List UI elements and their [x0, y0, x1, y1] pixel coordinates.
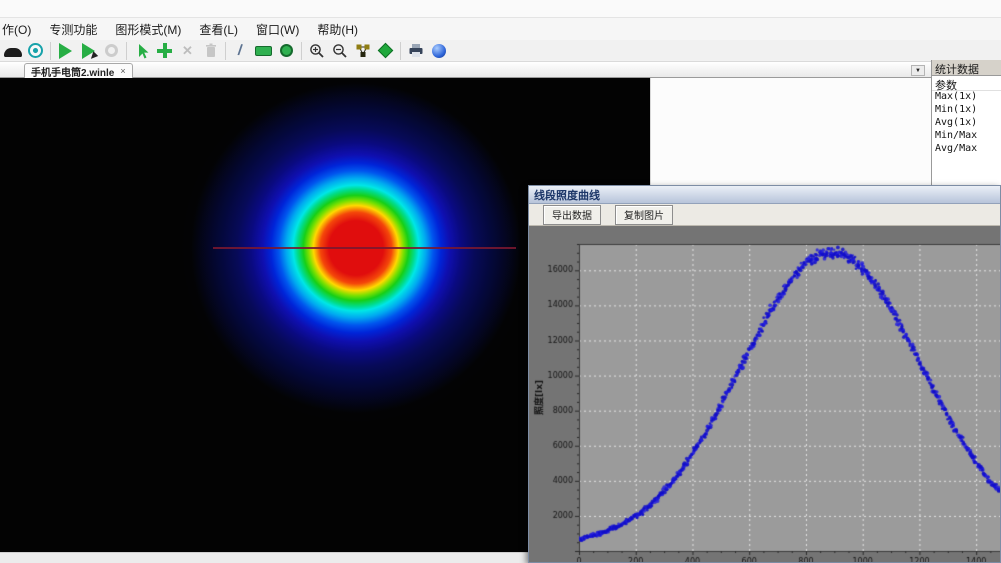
select-button[interactable] — [130, 41, 153, 61]
zoom-out-icon — [332, 43, 347, 58]
tab-label: 手机手电筒2.winle — [31, 67, 115, 79]
toolbar-separator — [400, 41, 401, 60]
ellipse-tool-button[interactable] — [275, 41, 298, 61]
toolbar-separator — [225, 41, 226, 60]
stats-row[interactable]: Avg(1x) — [935, 117, 978, 128]
stats-column-header[interactable]: 参数 — [932, 76, 1001, 92]
tab-list-dropdown-button[interactable]: ▼ — [911, 65, 925, 76]
line-profile-window-titlebar[interactable]: 线段照度曲线 — [529, 186, 1000, 204]
target-button[interactable] — [24, 41, 47, 61]
menu-bar: 作(O) 专测功能 图形模式(M) 查看(L) 窗口(W) 帮助(H) — [0, 18, 1001, 40]
grid-3d-icon — [356, 44, 369, 57]
stop-icon — [105, 44, 118, 57]
tab-close-icon[interactable]: × — [120, 65, 126, 76]
record-target-icon — [28, 43, 43, 58]
printer-icon — [409, 44, 422, 57]
help-button[interactable] — [427, 41, 450, 61]
line-profile-window-toolbar: 导出数据 复制图片 — [529, 204, 1000, 226]
copy-image-button[interactable]: 复制图片 — [615, 204, 673, 225]
stats-rows-container: Max(1x) Min(1x) Avg(1x) Min/Max Avg/Max — [932, 91, 1001, 156]
menu-operation[interactable]: 作(O) — [2, 22, 32, 37]
cursor-overlay-icon — [90, 50, 100, 61]
window-titlebar — [0, 0, 1001, 18]
line-profile-window: 线段照度曲线 导出数据 复制图片 — [528, 185, 1001, 563]
zoom-in-button[interactable] — [305, 41, 328, 61]
remove-button[interactable]: ✕ — [176, 41, 199, 61]
diamond-icon — [377, 42, 394, 59]
line-tool-button[interactable]: / — [229, 41, 252, 61]
statistics-panel-title: 统计数据 — [932, 60, 1001, 76]
stats-row[interactable]: Min(1x) — [935, 104, 978, 115]
ellipse-tool-icon — [280, 44, 293, 57]
cursor-arrow-icon — [138, 43, 148, 58]
view-3d-button[interactable] — [351, 41, 374, 61]
diamond-view-button[interactable] — [374, 41, 397, 61]
menu-graph-mode[interactable]: 图形模式(M) — [115, 22, 182, 37]
play-single-button[interactable] — [77, 41, 100, 61]
capture-device-button[interactable] — [1, 41, 24, 61]
stats-row[interactable]: Max(1x) — [935, 91, 978, 102]
zoom-in-icon — [309, 43, 324, 58]
stop-button[interactable] — [100, 41, 123, 61]
zoom-out-button[interactable] — [328, 41, 351, 61]
plus-icon — [157, 43, 172, 58]
play-button[interactable] — [54, 41, 77, 61]
menu-help[interactable]: 帮助(H) — [317, 22, 359, 37]
chevron-down-icon: ▼ — [915, 67, 921, 74]
toolbar: ✕ / — [0, 40, 1001, 62]
x-icon: ✕ — [182, 43, 193, 58]
add-button[interactable] — [153, 41, 176, 61]
trash-icon — [205, 43, 216, 57]
toolbar-separator — [50, 41, 51, 60]
play-icon — [59, 42, 72, 59]
export-data-button[interactable]: 导出数据 — [543, 204, 601, 225]
status-bar — [0, 552, 1001, 563]
stats-row[interactable]: Min/Max — [935, 130, 978, 141]
rect-tool-button[interactable] — [252, 41, 275, 61]
print-button[interactable] — [404, 41, 427, 61]
toolbar-separator — [301, 41, 302, 60]
intensity-chart[interactable] — [529, 226, 1000, 562]
menu-view[interactable]: 查看(L) — [199, 22, 239, 37]
play-cursor-icon — [82, 42, 95, 59]
device-icon — [3, 47, 22, 57]
line-tool-icon: / — [237, 41, 244, 60]
globe-icon — [431, 43, 446, 58]
chart-canvas — [529, 226, 1000, 562]
tab-document[interactable]: 手机手电筒2.winle × — [24, 63, 133, 79]
line-profile-window-title: 线段照度曲线 — [534, 189, 600, 202]
menu-window[interactable]: 窗口(W) — [256, 22, 300, 37]
menu-special-functions[interactable]: 专测功能 — [49, 22, 98, 37]
stats-row[interactable]: Avg/Max — [935, 143, 978, 154]
profile-measurement-line[interactable] — [213, 247, 516, 249]
delete-button[interactable] — [199, 41, 222, 61]
tab-bar: 手机手电筒2.winle × ▼ — [0, 62, 931, 79]
rectangle-tool-icon — [255, 45, 272, 56]
toolbar-separator — [126, 41, 127, 60]
